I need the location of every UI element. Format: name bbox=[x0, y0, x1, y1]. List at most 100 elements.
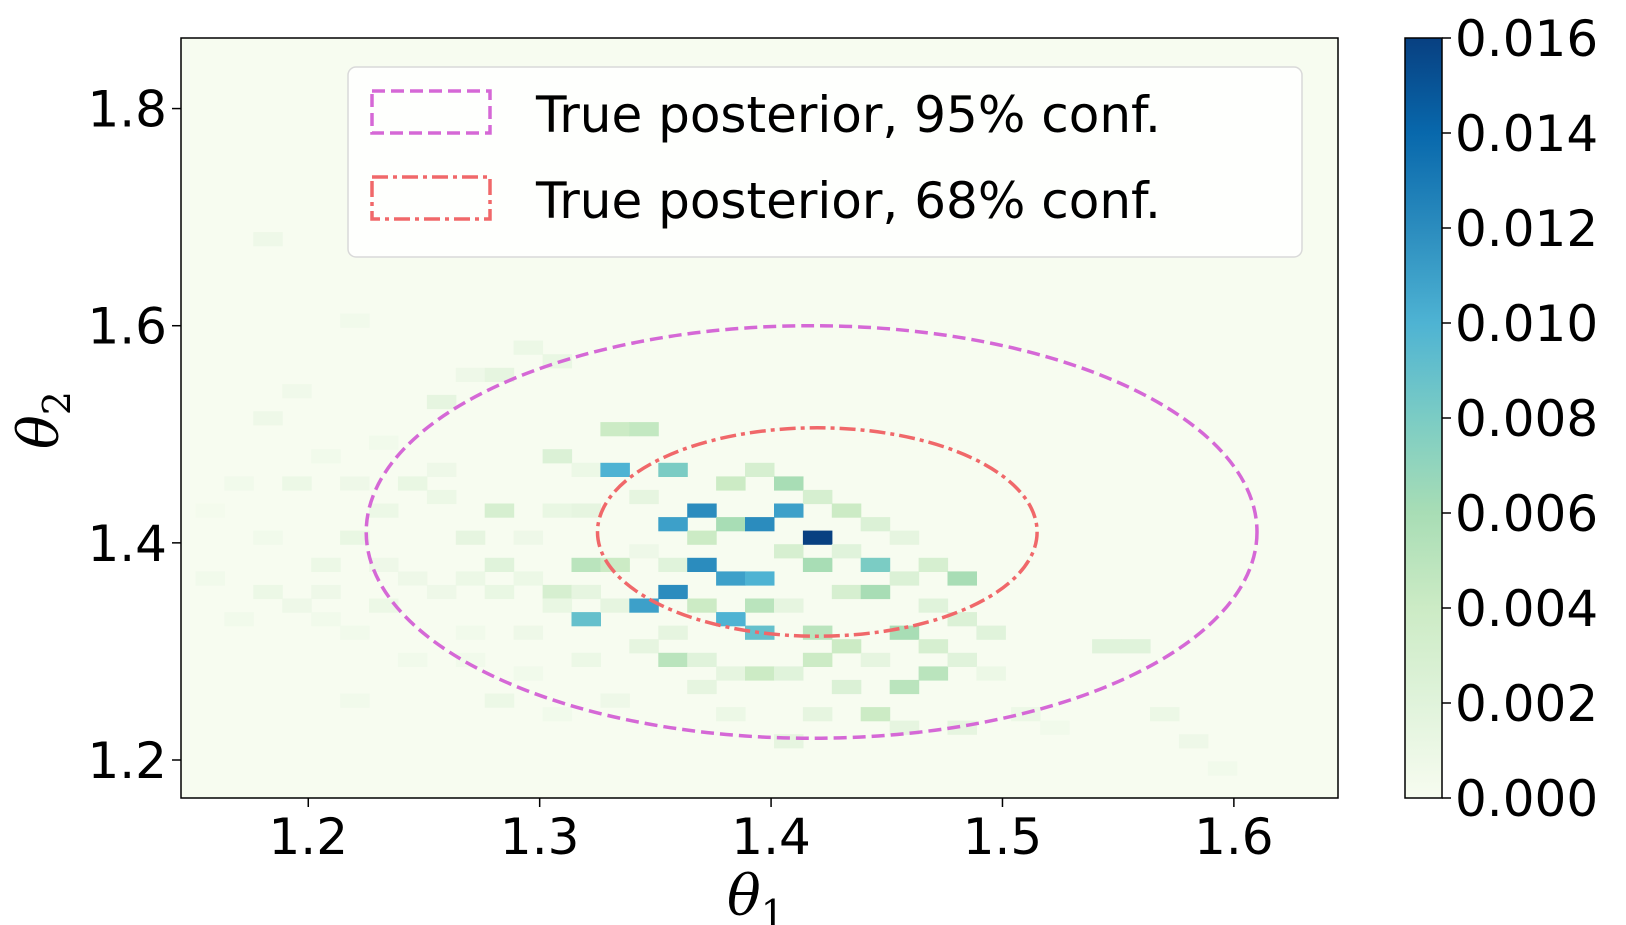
heatmap-cell-49 bbox=[542, 584, 573, 600]
heatmap-cell-11 bbox=[311, 584, 341, 600]
heatmap-cell-108 bbox=[831, 679, 862, 695]
heatmap-cell-22 bbox=[369, 598, 399, 613]
heatmap-cell-128 bbox=[976, 666, 1006, 681]
heatmap-cell-92 bbox=[774, 476, 804, 491]
heatmap-cell-51 bbox=[542, 707, 573, 722]
colorbar-tick-label-8: 0.016 bbox=[1455, 10, 1598, 68]
heatmap-cell-86 bbox=[745, 462, 775, 477]
heatmap-cell-61 bbox=[600, 598, 630, 613]
heatmap-cell-104 bbox=[831, 503, 862, 518]
heatmap-cell-36 bbox=[484, 367, 515, 382]
heatmap-cell-35 bbox=[455, 625, 486, 640]
heatmap-cell-19 bbox=[340, 313, 370, 328]
heatmap-cell-115 bbox=[889, 571, 920, 586]
heatmap-cell-63 bbox=[629, 422, 659, 437]
heatmap-cell-56 bbox=[571, 612, 601, 627]
heatmap-cell-15 bbox=[340, 476, 370, 491]
heatmap-cell-70 bbox=[658, 557, 688, 572]
heatmap-cell-47 bbox=[542, 449, 573, 464]
heatmap-cell-119 bbox=[918, 557, 949, 572]
heatmap-cell-42 bbox=[513, 530, 544, 545]
heatmap-cell-44 bbox=[513, 625, 544, 640]
heatmap-cell-73 bbox=[658, 652, 688, 667]
heatmap-cell-77 bbox=[687, 598, 717, 613]
y-axis-label-subscript: 2 bbox=[35, 391, 79, 415]
colorbar-tick-label-3: 0.006 bbox=[1455, 485, 1598, 543]
heatmap-cell-89 bbox=[745, 598, 775, 613]
heatmap-cell-54 bbox=[571, 557, 601, 572]
heatmap-cell-28 bbox=[426, 489, 457, 505]
heatmap-cells bbox=[195, 232, 1238, 776]
y-tick-label-2: 1.6 bbox=[87, 298, 167, 356]
heatmap-cell-30 bbox=[426, 462, 457, 477]
heatmap-cell-21 bbox=[369, 557, 399, 572]
heatmap-cell-17 bbox=[340, 625, 370, 640]
heatmap-cell-29 bbox=[426, 584, 457, 600]
heatmap-cell-0 bbox=[195, 503, 225, 518]
heatmap-cell-79 bbox=[687, 679, 717, 695]
heatmap-cell-94 bbox=[774, 544, 804, 559]
heatmap-cell-110 bbox=[860, 557, 891, 572]
heatmap-cell-8 bbox=[282, 384, 312, 399]
heatmap-cell-6 bbox=[253, 411, 283, 426]
heatmap-cell-84 bbox=[716, 666, 746, 681]
heatmap-cell-16 bbox=[340, 530, 370, 545]
heatmap-cell-78 bbox=[687, 652, 717, 667]
colorbar-ticks: 0.000 0.002 0.004 0.006 0.008 0.010 0.012 0.014… bbox=[1442, 10, 1598, 828]
heatmap-cell-64 bbox=[629, 489, 659, 505]
heatmap-cell-5 bbox=[253, 584, 283, 600]
heatmap-cell-34 bbox=[455, 652, 486, 667]
heatmap-cell-124 bbox=[947, 612, 977, 627]
heatmap-cell-111 bbox=[860, 584, 891, 600]
colorbar-tick-label-0: 0.000 bbox=[1455, 770, 1598, 828]
x-axis-label-symbol: θ bbox=[727, 864, 761, 925]
x-tick-label-2: 1.4 bbox=[731, 808, 811, 866]
contour-68 bbox=[595, 426, 1039, 638]
heatmap-cell-75 bbox=[687, 530, 717, 545]
heatmap-cell-20 bbox=[369, 503, 399, 518]
colorbar: 0.000 0.002 0.004 0.006 0.008 0.010 0.012 0.014… bbox=[1404, 10, 1598, 828]
heatmap-cell-87 bbox=[745, 517, 775, 532]
heatmap-cell-52 bbox=[571, 462, 601, 477]
heatmap-cell-55 bbox=[571, 584, 601, 600]
heatmap-cell-132 bbox=[1121, 639, 1151, 654]
heatmap-cell-88 bbox=[745, 571, 775, 586]
heatmap-cell-31 bbox=[455, 367, 486, 382]
heatmap-cell-113 bbox=[860, 707, 891, 722]
heatmap-cell-57 bbox=[571, 652, 601, 667]
heatmap-cell-12 bbox=[311, 557, 341, 572]
heatmap-cell-68 bbox=[658, 462, 688, 477]
heatmap-cell-1 bbox=[195, 571, 225, 586]
heatmap-cell-26 bbox=[397, 652, 428, 667]
heatmap-cell-100 bbox=[802, 557, 833, 572]
heatmap-cell-3 bbox=[224, 476, 254, 491]
heatmap-cell-90 bbox=[745, 625, 775, 640]
heatmap-cell-33 bbox=[455, 571, 486, 586]
heatmap-cell-67 bbox=[629, 639, 659, 654]
heatmap-cell-9 bbox=[282, 598, 312, 613]
heatmap-cell-25 bbox=[397, 571, 428, 586]
heatmap-cell-14 bbox=[311, 449, 341, 464]
confidence-contours bbox=[364, 323, 1259, 741]
heatmap-cell-43 bbox=[513, 571, 544, 586]
heatmap-cell-38 bbox=[484, 557, 515, 572]
heatmap-cell-98 bbox=[802, 489, 833, 505]
heatmap-cell-37 bbox=[484, 503, 515, 518]
heatmap-cell-114 bbox=[889, 530, 920, 545]
colorbar-tick-label-2: 0.004 bbox=[1455, 580, 1598, 638]
x-tick-label-3: 1.5 bbox=[963, 808, 1043, 866]
heatmap-cell-18 bbox=[340, 693, 370, 708]
contour-95 bbox=[364, 323, 1259, 741]
heatmap-cell-2 bbox=[224, 612, 254, 627]
legend-swatch-95 bbox=[370, 89, 492, 135]
x-tick-label-1: 1.3 bbox=[500, 808, 580, 866]
y-axis-label: θ2 bbox=[7, 391, 79, 449]
heatmap-cell-24 bbox=[397, 476, 428, 491]
y-tick-label-3: 1.8 bbox=[87, 81, 167, 139]
y-axis-label-symbol: θ bbox=[7, 415, 72, 449]
heatmap-cell-13 bbox=[311, 612, 341, 627]
heatmap-cell-102 bbox=[802, 652, 833, 667]
heatmap-cell-120 bbox=[918, 598, 949, 613]
heatmap-cell-23 bbox=[369, 435, 399, 450]
